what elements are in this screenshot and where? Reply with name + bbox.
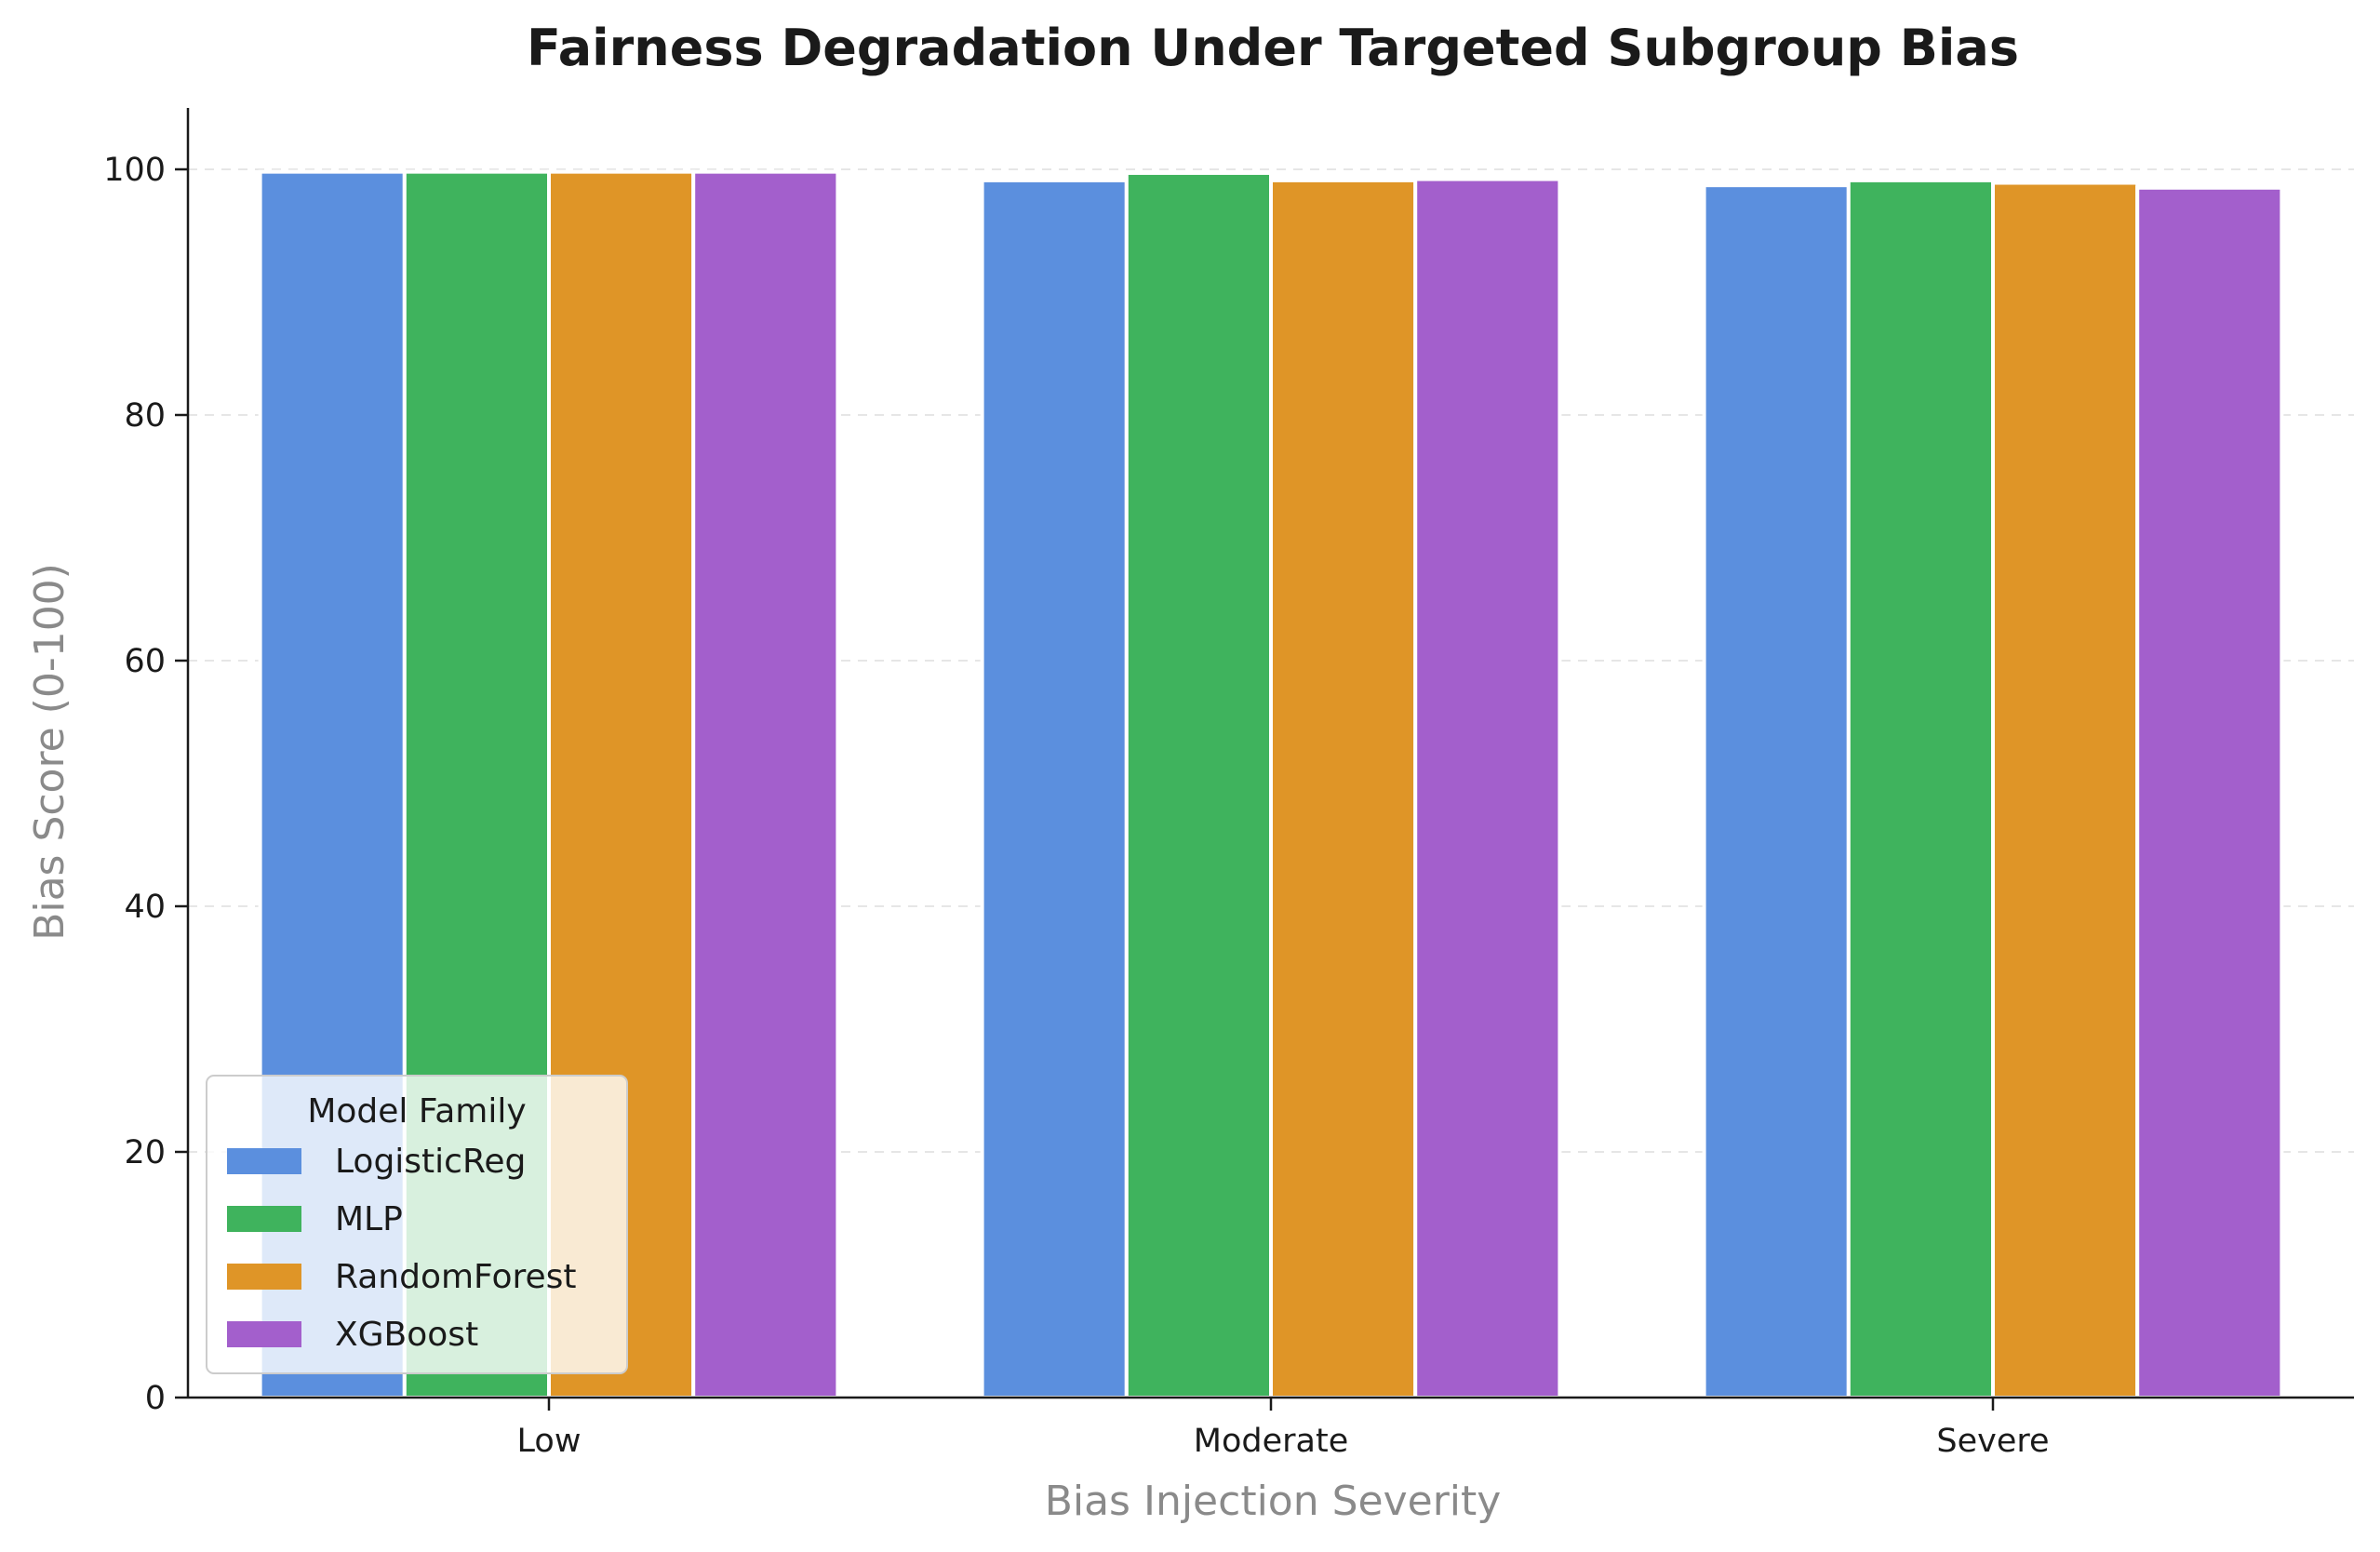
x-ticks: Low Moderate Severe (517, 1398, 2050, 1460)
legend: Model Family LogisticReg MLP RandomForest X… (206, 1075, 628, 1374)
legend-label-xgboost: XGBoost (335, 1316, 478, 1354)
y-tick-label: 60 (124, 643, 166, 680)
legend-items: LogisticReg MLP RandomForest XGBoost (227, 1143, 577, 1354)
x-tick-label: Moderate (1194, 1423, 1348, 1460)
bar-randomforest-moderate (1269, 178, 1418, 1399)
legend-label-mlp: MLP (335, 1200, 403, 1238)
bar-mlp-moderate (1124, 170, 1274, 1400)
y-tick-label: 80 (124, 397, 166, 435)
chart-title: Fairness Degradation Under Targeted Subg… (527, 19, 2019, 77)
legend-title: Model Family (307, 1092, 526, 1131)
y-tick-label: 20 (124, 1134, 166, 1171)
x-axis-label: Bias Injection Severity (1045, 1478, 1502, 1525)
legend-label-randomforest: RandomForest (335, 1258, 577, 1296)
bar-xgboost-moderate (1413, 177, 1562, 1399)
legend-swatch-logisticreg (227, 1148, 301, 1174)
bar-xgboost-severe (2135, 185, 2284, 1399)
y-axis-label: Bias Score (0-100) (26, 563, 74, 941)
legend-swatch-randomforest (227, 1264, 301, 1290)
y-tick-label: 100 (103, 152, 166, 189)
y-tick-label: 0 (145, 1380, 166, 1417)
x-tick-label: Severe (1936, 1423, 2049, 1460)
legend-swatch-xgboost (227, 1321, 301, 1347)
legend-label-logisticreg: LogisticReg (335, 1143, 526, 1181)
bar-xgboost-low (691, 169, 840, 1399)
y-tick-label: 40 (124, 889, 166, 926)
legend-box (206, 1075, 628, 1374)
y-ticks: 0 20 40 60 80 100 (103, 152, 188, 1417)
bar-mlp-severe (1846, 178, 1996, 1399)
bar-randomforest-severe (1991, 181, 2140, 1399)
legend-swatch-mlp (227, 1206, 301, 1232)
x-tick-label: Low (517, 1423, 582, 1460)
bar-logisticreg-severe (1702, 183, 1851, 1399)
bars (258, 169, 2284, 1400)
bar-logisticreg-moderate (980, 178, 1129, 1399)
